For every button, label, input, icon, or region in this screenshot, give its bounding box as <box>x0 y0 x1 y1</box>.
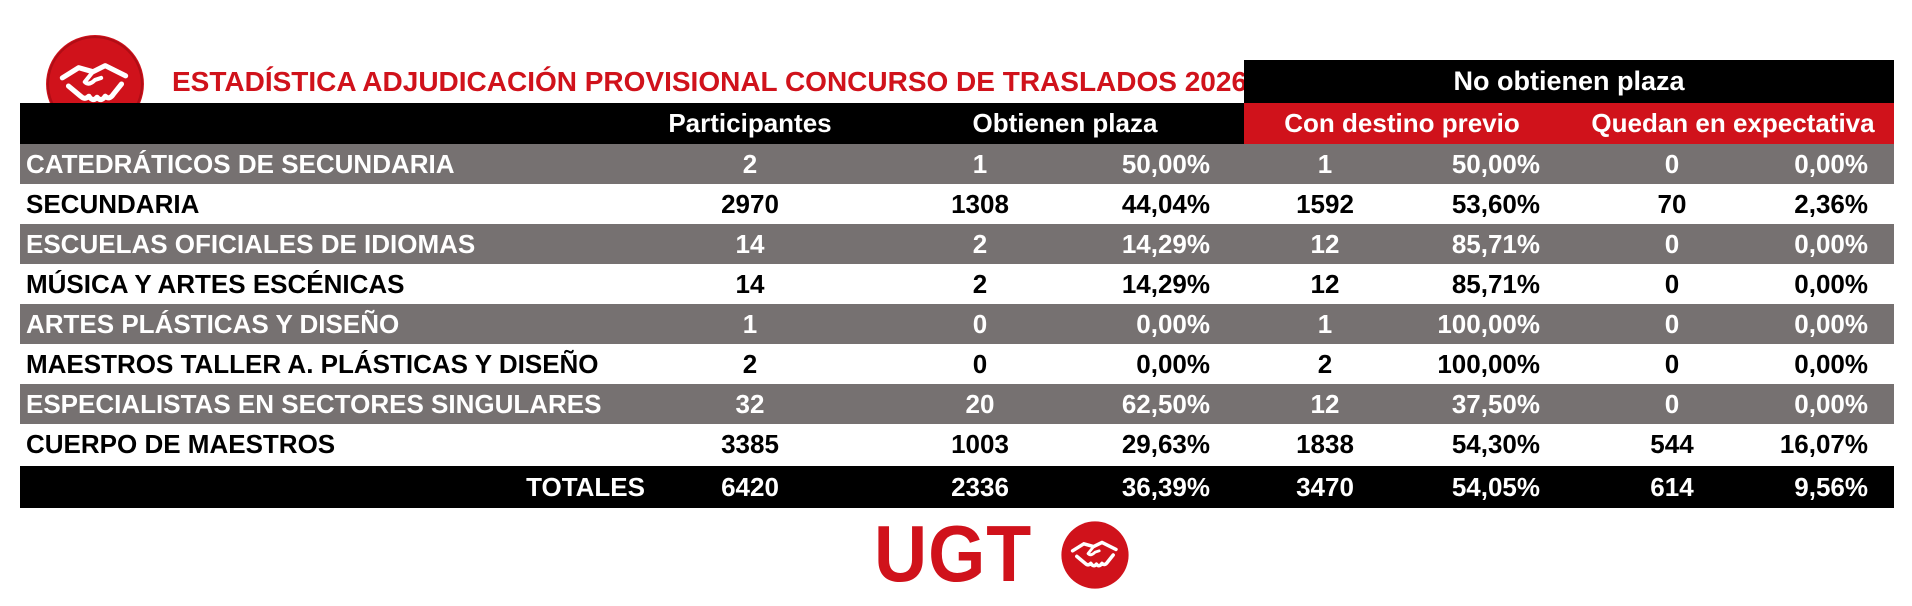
cell-destino-pct: 50,00% <box>1451 149 1540 179</box>
header-row-black-band <box>20 103 1244 144</box>
cell-expectativa-pct: 0,00% <box>1794 309 1868 339</box>
cell-obtienen: 0 <box>972 309 988 339</box>
header-quedan-en-expectativa: Quedan en expectativa <box>1591 108 1875 138</box>
cell-expectativa: 0 <box>1664 309 1680 339</box>
cell-destino-pct: 53,60% <box>1451 189 1540 219</box>
cell-destino-pct: 100,00% <box>1437 349 1540 379</box>
cell-obtienen-pct: 0,00% <box>1136 349 1210 379</box>
cell-destino: 12 <box>1310 229 1340 259</box>
cell-destino-pct: 85,71% <box>1451 229 1540 259</box>
cell-destino: 1 <box>1317 149 1333 179</box>
cell-destino-pct: 100,00% <box>1437 309 1540 339</box>
cell-destino: 1 <box>1317 309 1333 339</box>
cell-participantes: 2 <box>742 149 758 179</box>
cell-participantes: 14 <box>735 269 765 299</box>
cell-obtienen: 20 <box>965 389 995 419</box>
cell-obtienen-pct: 50,00% <box>1121 149 1210 179</box>
totals-cell-expectativa-pct: 9,56% <box>1794 472 1868 502</box>
cell-expectativa: 544 <box>1650 429 1694 459</box>
cell-obtienen: 0 <box>972 349 988 379</box>
table-row: MAESTROS TALLER A. PLÁSTICAS Y DISEÑO 2 0 0… <box>20 344 1894 384</box>
cell-category-name: MÚSICA Y ARTES ESCÉNICAS <box>26 269 405 299</box>
header-row-red-band <box>1244 103 1894 144</box>
cell-obtienen-pct: 0,00% <box>1136 309 1210 339</box>
totals-cell-destino-pct: 54,05% <box>1451 472 1540 502</box>
cell-obtienen: 2 <box>972 269 988 299</box>
cell-expectativa-pct: 16,07% <box>1779 429 1868 459</box>
cell-expectativa: 0 <box>1664 269 1680 299</box>
cell-destino: 12 <box>1310 269 1340 299</box>
cell-category-name: ARTES PLÁSTICAS Y DISEÑO <box>26 309 400 339</box>
cell-obtienen-pct: 62,50% <box>1121 389 1210 419</box>
cell-destino: 1838 <box>1296 429 1354 459</box>
header-no-obtienen-plaza: No obtienen plaza <box>1244 60 1894 103</box>
cell-category-name: SECUNDARIA <box>26 189 200 219</box>
cell-expectativa: 0 <box>1664 149 1680 179</box>
totals-row: TOTALES 6420 2336 36,39% 3470 54,05% 614 9,56% <box>20 466 1894 508</box>
table-row: CUERPO DE MAESTROS 3385 1003 29,63% 1838 54,3… <box>20 424 1894 464</box>
cell-participantes: 2 <box>742 349 758 379</box>
cell-category-name: ESCUELAS OFICIALES DE IDIOMAS <box>26 229 476 259</box>
header-participantes: Participantes <box>668 108 832 138</box>
cell-destino: 2 <box>1317 349 1333 379</box>
table-row: ARTES PLÁSTICAS Y DISEÑO 1 0 0,00% 1 100,00% 0… <box>20 304 1894 344</box>
cell-participantes: 32 <box>735 389 765 419</box>
totals-cell-obtienen: 2336 <box>951 472 1009 502</box>
table-row: MÚSICA Y ARTES ESCÉNICAS 14 2 14,29% 12 85,71… <box>20 264 1894 304</box>
cell-obtienen: 2 <box>972 229 988 259</box>
cell-obtienen-pct: 14,29% <box>1121 269 1210 299</box>
cell-expectativa-pct: 0,00% <box>1794 349 1868 379</box>
cell-category-name: ESPECIALISTAS EN SECTORES SINGULARES <box>26 389 602 419</box>
cell-expectativa-pct: 0,00% <box>1794 149 1868 179</box>
cell-expectativa: 0 <box>1664 349 1680 379</box>
cell-category-name: CATEDRÁTICOS DE SECUNDARIA <box>26 149 455 179</box>
cell-category-name: MAESTROS TALLER A. PLÁSTICAS Y DISEÑO <box>26 349 599 379</box>
table-row: SECUNDARIA 2970 1308 44,04% 1592 53,60% 70 2,36… <box>20 184 1894 224</box>
totals-cell-obtienen-pct: 36,39% <box>1121 472 1210 502</box>
table-row: ESPECIALISTAS EN SECTORES SINGULARES 32 20… <box>20 384 1894 424</box>
table-row: ESCUELAS OFICIALES DE IDIOMAS 14 2 14,29% 12… <box>20 224 1894 264</box>
cell-destino: 12 <box>1310 389 1340 419</box>
cell-destino-pct: 37,50% <box>1451 389 1540 419</box>
cell-destino-pct: 54,30% <box>1451 429 1540 459</box>
cell-participantes: 2970 <box>721 189 779 219</box>
cell-obtienen: 1 <box>972 149 988 179</box>
table-row: CATEDRÁTICOS DE SECUNDARIA 2 1 50,00% 1 50,00… <box>20 144 1894 184</box>
totals-cell-expectativa: 614 <box>1650 472 1694 502</box>
header-con-destino-previo: Con destino previo <box>1284 108 1520 138</box>
cell-category-name: CUERPO DE MAESTROS <box>26 429 336 459</box>
cell-destino: 1592 <box>1296 189 1354 219</box>
cell-expectativa: 0 <box>1664 229 1680 259</box>
header-row <box>20 103 1894 144</box>
cell-expectativa: 0 <box>1664 389 1680 419</box>
cell-participantes: 3385 <box>721 429 779 459</box>
ugt-handshake-logo-icon-footer <box>1061 521 1129 589</box>
cell-obtienen: 1308 <box>951 189 1009 219</box>
cell-obtienen-pct: 14,29% <box>1121 229 1210 259</box>
cell-obtienen: 1003 <box>951 429 1009 459</box>
cell-destino-pct: 85,71% <box>1451 269 1540 299</box>
totals-cell-participantes: 6420 <box>721 472 779 502</box>
cell-expectativa: 70 <box>1657 189 1687 219</box>
cell-participantes: 14 <box>735 229 765 259</box>
page-title: ESTADÍSTICA ADJUDICACIÓN PROVISIONAL CON… <box>172 66 1248 97</box>
cell-expectativa-pct: 0,00% <box>1794 269 1868 299</box>
ugt-wordmark: UGT <box>874 509 1033 598</box>
cell-participantes: 1 <box>742 309 758 339</box>
cell-expectativa-pct: 2,36% <box>1794 189 1868 219</box>
cell-expectativa-pct: 0,00% <box>1794 389 1868 419</box>
cell-obtienen-pct: 29,63% <box>1121 429 1210 459</box>
cell-obtienen-pct: 44,04% <box>1121 189 1210 219</box>
totals-label: TOTALES <box>526 472 645 502</box>
header-obtienen-plaza: Obtienen plaza <box>972 108 1158 138</box>
cell-expectativa-pct: 0,00% <box>1794 229 1868 259</box>
totals-cell-destino: 3470 <box>1296 472 1354 502</box>
